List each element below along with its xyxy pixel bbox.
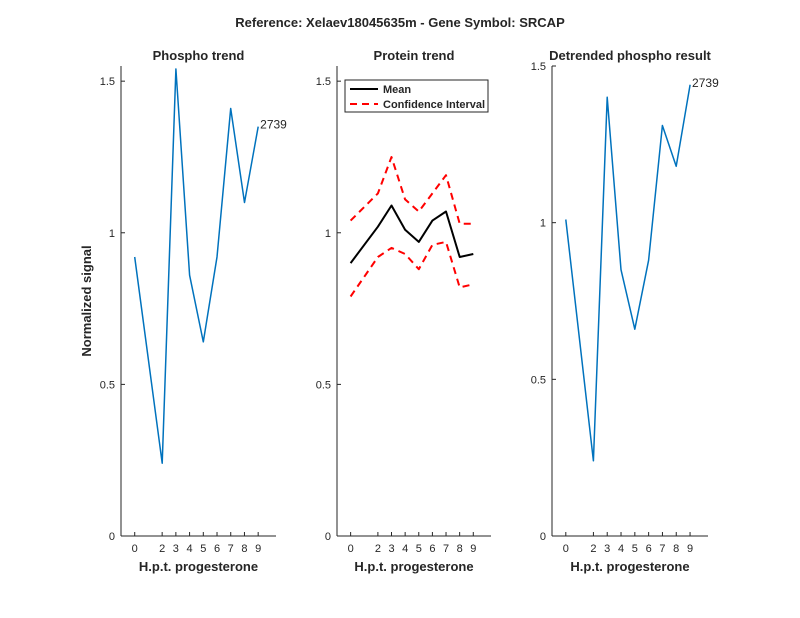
x-tick-label: 5 [200, 543, 206, 555]
x-tick-label: 3 [388, 543, 394, 555]
subplot-2: 0 2 3 4 5 6 7 8 9 0 0.5 1 1.5 Protein trend H.p.t. pro… [316, 48, 491, 574]
y-tick-label: 1.5 [100, 76, 115, 88]
x-axis-label: H.p.t. progesterone [139, 559, 258, 574]
x-tick-label: 0 [563, 543, 569, 555]
point-annotation: 2739 [692, 76, 719, 90]
x-tick-label: 8 [673, 543, 679, 555]
legend-label: Mean [383, 84, 411, 96]
x-tick-label: 4 [402, 543, 408, 555]
x-tick-label: 3 [604, 543, 610, 555]
y-tick-label: 1 [540, 218, 546, 230]
x-tick-label: 8 [241, 543, 247, 555]
legend-label: Confidence Interval [383, 99, 485, 111]
x-tick-label: 7 [443, 543, 449, 555]
y-tick-label: 0.5 [100, 379, 115, 391]
point-annotation: 2739 [260, 118, 287, 132]
x-tick-label: 4 [187, 543, 193, 555]
y-tick-label: 1.5 [531, 61, 546, 73]
x-axis-label: H.p.t. progesterone [354, 559, 473, 574]
x-tick-label: 3 [173, 543, 179, 555]
x-tick-label: 7 [228, 543, 234, 555]
legend: Mean Confidence Interval [344, 79, 489, 113]
y-tick-label: 1 [325, 228, 331, 240]
x-tick-label: 0 [348, 543, 354, 555]
x-tick-label: 6 [646, 543, 652, 555]
y-tick-label: 0 [540, 531, 546, 543]
subplot-title: Phospho trend [153, 48, 245, 63]
y-axis-label: Normalized signal [79, 245, 94, 356]
x-tick-label: 2 [375, 543, 381, 555]
series-line-mean [349, 204, 474, 264]
y-tick-label: 0.5 [531, 374, 546, 386]
x-tick-label: 5 [416, 543, 422, 555]
x-tick-label: 9 [687, 543, 693, 555]
series-line-confidence-interval [349, 156, 474, 225]
x-axis-label: H.p.t. progesterone [570, 559, 689, 574]
x-tick-label: 8 [457, 543, 463, 555]
x-tick-label: 2 [159, 543, 165, 555]
x-tick-label: 0 [132, 543, 138, 555]
x-tick-label: 5 [632, 543, 638, 555]
y-tick-label: 1 [109, 228, 115, 240]
x-tick-label: 9 [470, 543, 476, 555]
y-tick-label: 0 [325, 531, 331, 543]
y-tick-label: 0 [109, 531, 115, 543]
y-tick-label: 1.5 [316, 76, 331, 88]
x-tick-label: 4 [618, 543, 624, 555]
x-tick-label: 2 [590, 543, 596, 555]
subplot-1: 0 2 3 4 5 6 7 8 9 0 0.5 1 1.5 Phospho trend H.p.t. pro… [79, 48, 287, 574]
subplot-title: Detrended phospho result [549, 48, 711, 63]
x-tick-label: 6 [214, 543, 220, 555]
x-tick-label: 9 [255, 543, 261, 555]
x-tick-label: 6 [429, 543, 435, 555]
x-tick-label: 7 [659, 543, 665, 555]
figure-suptitle: Reference: Xelaev18045635m - Gene Symbol… [235, 15, 565, 30]
subplot-title: Protein trend [374, 48, 455, 63]
series-line [565, 84, 691, 462]
series-line [349, 240, 474, 298]
y-tick-label: 0.5 [316, 379, 331, 391]
legend-box [344, 79, 489, 113]
series-line [133, 68, 259, 464]
